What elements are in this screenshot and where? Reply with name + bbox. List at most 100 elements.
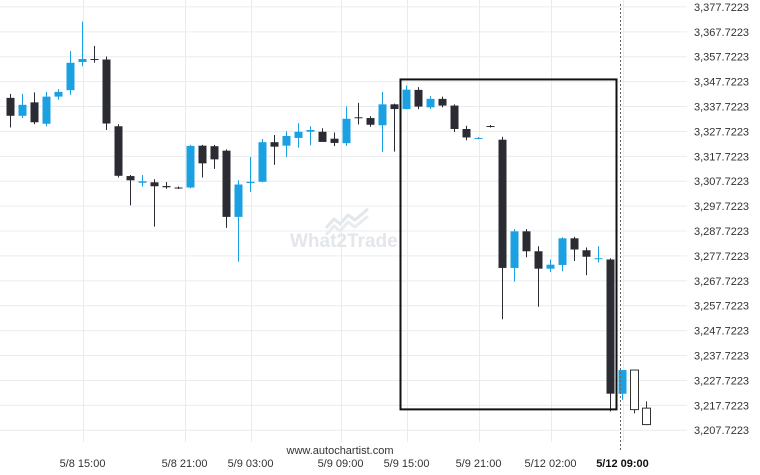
- y-tick-label: 3,207.7223: [694, 425, 749, 437]
- candle-body: [210, 146, 219, 160]
- candle-body: [414, 89, 423, 107]
- watermark: What2Trade: [290, 207, 398, 252]
- candle: [462, 125, 471, 141]
- candle: [18, 93, 27, 119]
- candle-body: [570, 238, 579, 250]
- candle: [438, 96, 447, 108]
- y-tick-label: 3,267.7223: [694, 276, 749, 288]
- watermark-text: What2Trade: [290, 231, 398, 252]
- candle: [186, 144, 195, 189]
- candle-body: [486, 126, 495, 128]
- candle: [66, 51, 75, 95]
- candle: [366, 116, 375, 127]
- candle: [126, 175, 135, 206]
- x-tick-label: 5/12 09:00: [596, 458, 649, 470]
- x-tick-label: 5/8 15:00: [60, 458, 106, 470]
- candle-body: [594, 258, 603, 260]
- candle: [330, 132, 339, 147]
- candle: [30, 92, 39, 125]
- candle-body: [198, 145, 207, 164]
- candle-body: [498, 139, 507, 268]
- candle: [54, 89, 63, 100]
- forecast-candle: [642, 401, 651, 426]
- candle: [546, 259, 555, 273]
- candles: [6, 21, 627, 412]
- y-tick-label: 3,307.7223: [694, 176, 749, 188]
- y-tick-label: 3,377.7223: [694, 2, 749, 14]
- candle-body: [90, 59, 99, 61]
- candle-body: [42, 96, 51, 124]
- candle-body: [354, 117, 363, 119]
- y-tick-label: 3,367.7223: [694, 27, 749, 39]
- candle-body: [258, 142, 267, 182]
- candle: [390, 103, 399, 152]
- candle-body: [342, 118, 351, 144]
- candle: [618, 370, 627, 400]
- y-tick-label: 3,297.7223: [694, 201, 749, 213]
- x-tick-label: 5/9 03:00: [228, 458, 274, 470]
- y-tick-label: 3,237.7223: [694, 351, 749, 363]
- candle: [414, 87, 423, 110]
- y-tick-label: 3,327.7223: [694, 126, 749, 138]
- candle: [522, 229, 531, 258]
- candle-body: [294, 131, 303, 138]
- candle-body: [390, 104, 399, 110]
- y-tick-label: 3,357.7223: [694, 52, 749, 64]
- candle: [594, 246, 603, 263]
- y-tick-label: 3,287.7223: [694, 226, 749, 238]
- candle: [42, 91, 51, 127]
- candle: [114, 124, 123, 178]
- y-tick-label: 3,277.7223: [694, 251, 749, 263]
- candle-body: [102, 59, 111, 124]
- candle: [246, 156, 255, 192]
- candle-body: [378, 104, 387, 126]
- candle: [234, 180, 243, 262]
- candle-body: [546, 264, 555, 269]
- pattern-box: [399, 78, 618, 411]
- candle-body: [426, 98, 435, 108]
- candle: [570, 236, 579, 261]
- candle-body: [270, 142, 279, 147]
- y-tick-label: 3,217.7223: [694, 400, 749, 412]
- candle: [474, 136, 483, 140]
- candle-body: [234, 184, 243, 217]
- candle-body: [54, 91, 63, 97]
- candle-body: [558, 238, 567, 265]
- candle-body: [138, 181, 147, 183]
- y-tick-label: 3,347.7223: [694, 77, 749, 89]
- candle: [78, 21, 87, 67]
- candle: [558, 237, 567, 272]
- candle-body: [306, 129, 315, 132]
- candle-body: [618, 370, 627, 394]
- candle-body: [186, 145, 195, 188]
- candle-body: [6, 97, 15, 116]
- candle: [534, 246, 543, 307]
- candle: [342, 106, 351, 146]
- candle-body: [222, 150, 231, 217]
- candle: [138, 175, 147, 187]
- candle: [222, 149, 231, 228]
- candle: [306, 126, 315, 146]
- candle-body: [174, 187, 183, 189]
- candle-body: [522, 231, 531, 252]
- candle: [210, 144, 219, 169]
- forecast-candle: [630, 369, 639, 414]
- candle-body: [474, 137, 483, 139]
- candle: [426, 96, 435, 110]
- y-axis: 3,377.7223 3,367.7223 3,357.7223 3,347.7223…: [694, 2, 749, 437]
- candle-body: [150, 182, 159, 187]
- candle: [90, 45, 99, 63]
- forecast-candle-body: [630, 369, 639, 411]
- x-tick-label: 5/9 21:00: [456, 458, 502, 470]
- candle-body: [282, 135, 291, 146]
- candle-body: [510, 231, 519, 268]
- candle: [174, 186, 183, 190]
- candle: [150, 179, 159, 227]
- candle-body: [606, 259, 615, 394]
- candle: [318, 128, 327, 142]
- candle-body: [450, 105, 459, 129]
- candle: [270, 134, 279, 165]
- candle: [450, 104, 459, 132]
- candle-body: [534, 251, 543, 269]
